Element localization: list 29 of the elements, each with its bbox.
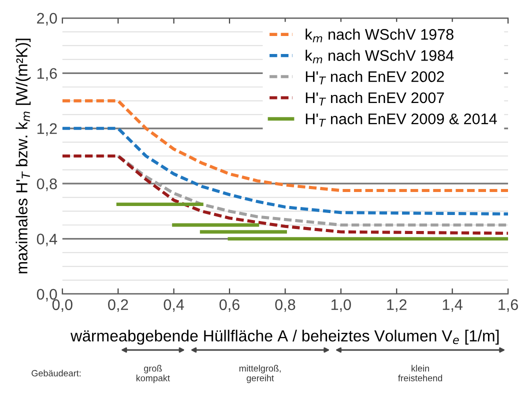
y-tick-label: 0,8 <box>36 178 57 192</box>
x-tick-label: 0,4 <box>164 299 184 312</box>
legend-label: H'$_{T}$ nach EnEV 2007 <box>306 92 444 106</box>
y-tick-label: 0,0 <box>36 288 57 302</box>
y-tick-label: 2,0 <box>37 12 57 26</box>
y-tick-label: 0,4 <box>36 234 58 246</box>
text: klein freistehend <box>398 364 442 382</box>
x-tick-label: 1,4 <box>442 299 463 312</box>
y-tick-label: 1,6 <box>37 68 57 81</box>
line-series <box>116 154 508 227</box>
x-tick-label: 0,0 <box>52 299 72 312</box>
x-tick-label: 1,6 <box>498 299 518 312</box>
text: groß kompakt <box>136 364 170 384</box>
x-tick-label: 1,2 <box>387 299 406 312</box>
text: mittelgroß, gereiht <box>239 364 281 384</box>
line-series <box>62 126 508 216</box>
text: Gebäudeart: <box>32 370 81 376</box>
x-tick-label: 0,6 <box>219 299 240 312</box>
y-axis-title: maximales H'$_{T}$ bzw. k$_{m}$ [W/(m²K)] <box>16 38 31 274</box>
x-tick-label: 0,2 <box>108 299 128 312</box>
legend-label: H'$_{T}$ nach EnEV 2009 & 2014 <box>306 113 497 127</box>
x-tick-label: 0,8 <box>275 299 296 312</box>
line-series <box>62 154 508 235</box>
y-tick-label: 1,2 <box>37 123 57 136</box>
x-axis-title: wärmeabgebende Hüllfläche A / beheiztes Volumen V$_{e}$ [1/m] <box>70 330 499 345</box>
legend-label: k$_{m}$ nach WSchV 1978 <box>306 28 454 42</box>
legend-label: H'$_{T}$ nach EnEV 2002 <box>306 70 444 84</box>
x-tick-label: 1,0 <box>331 299 351 312</box>
legend-label: k$_{m}$ nach WSchV 1984 <box>306 50 454 64</box>
